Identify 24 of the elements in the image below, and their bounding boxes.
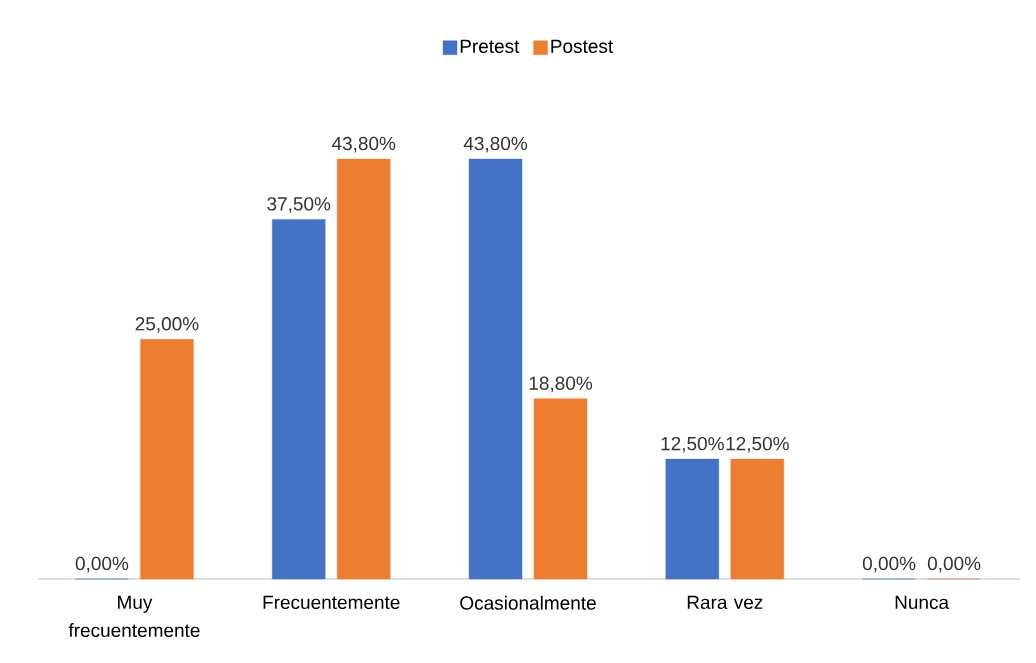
data-label: 37,50% bbox=[267, 197, 331, 213]
data-label: 43,80% bbox=[331, 136, 396, 153]
legend-label: Postest bbox=[551, 39, 614, 54]
bar bbox=[468, 158, 523, 580]
x-tick-label: Ocasionalmente bbox=[460, 595, 596, 610]
legend-label: Pretest bbox=[460, 39, 520, 54]
data-label: 43,80% bbox=[463, 136, 528, 153]
data-label: 0,00% bbox=[75, 556, 129, 573]
data-label: 12,50% bbox=[726, 436, 789, 453]
bar bbox=[665, 458, 720, 580]
data-label: 25,00% bbox=[135, 317, 199, 333]
bar bbox=[272, 219, 326, 580]
data-label: 0,00% bbox=[862, 556, 916, 573]
x-tick-label: Frecuentemente bbox=[263, 595, 400, 610]
bar bbox=[140, 339, 194, 580]
data-label: 12,50% bbox=[661, 436, 724, 453]
x-tick-label: Rara vez bbox=[687, 595, 763, 610]
data-label: 18,80% bbox=[529, 376, 593, 393]
x-tick-label: Muy frecuentemente bbox=[68, 595, 200, 638]
bar bbox=[533, 398, 588, 580]
x-tick-label: Nunca bbox=[895, 595, 950, 610]
data-label: 0,00% bbox=[927, 556, 981, 573]
bar bbox=[730, 458, 785, 580]
bar bbox=[337, 158, 391, 580]
